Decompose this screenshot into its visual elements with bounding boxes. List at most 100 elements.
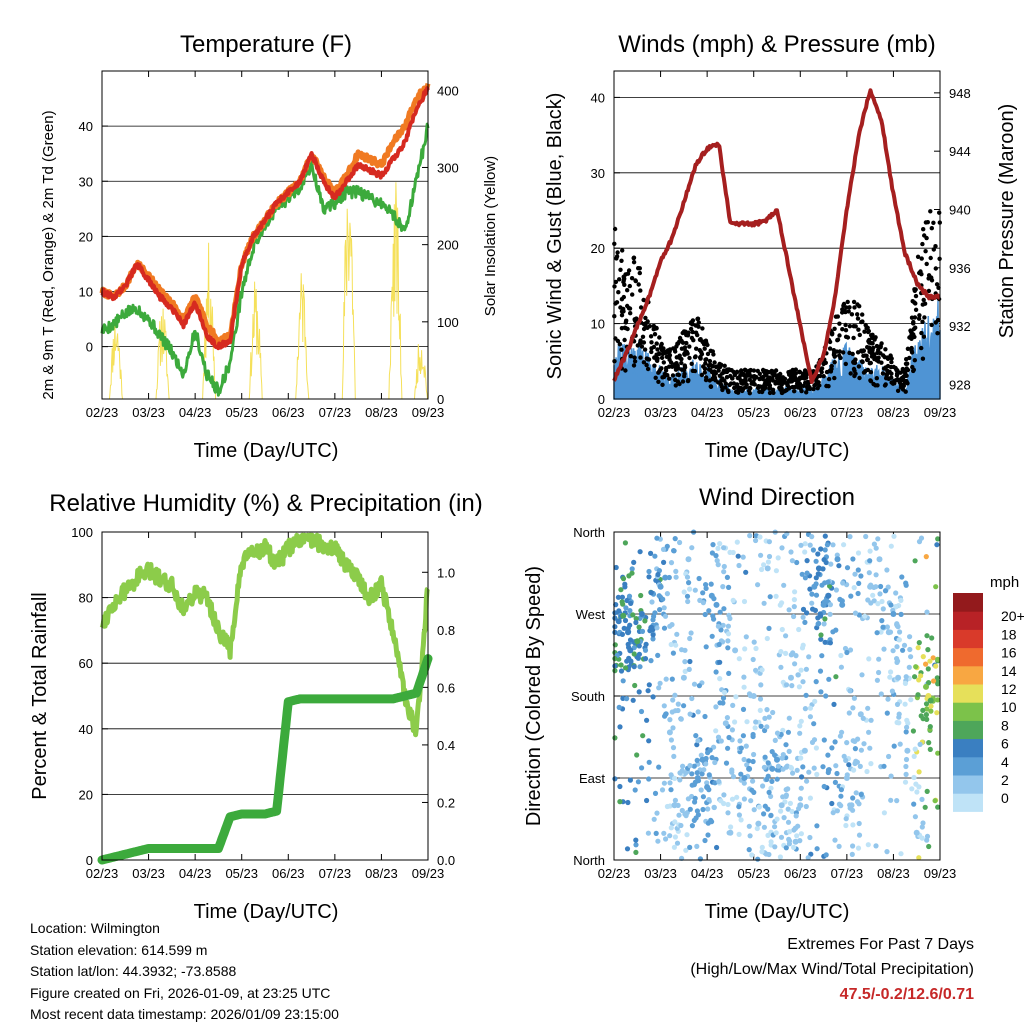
- direction-point: [668, 737, 675, 743]
- gust-point: [920, 356, 926, 361]
- temperature-rtick-label: 200: [437, 238, 459, 253]
- gust-point: [679, 360, 684, 366]
- direction-point: [867, 548, 873, 554]
- direction-point: [711, 616, 717, 622]
- winds-xtick-label: 04/23: [691, 405, 724, 420]
- direction-point: [793, 813, 799, 819]
- direction-point: [881, 810, 888, 816]
- direction-point: [684, 574, 691, 580]
- direction-point: [769, 765, 776, 772]
- direction-point: [884, 849, 890, 855]
- gust-point: [832, 360, 837, 365]
- gust-point: [767, 390, 773, 396]
- direction-point: [866, 729, 872, 735]
- direction-point: [656, 764, 662, 770]
- direction-point: [757, 707, 763, 714]
- gust-point: [870, 347, 875, 352]
- direction-point: [630, 612, 636, 618]
- direction-ytick-label: East: [579, 771, 605, 786]
- winds-xtick-label: 08/23: [877, 405, 910, 420]
- direction-point: [897, 629, 903, 635]
- direction-point: [867, 558, 873, 564]
- gust-point: [630, 292, 635, 297]
- gust-point: [824, 369, 830, 375]
- gust-point: [619, 313, 625, 318]
- direction-point: [804, 570, 810, 576]
- direction-point: [652, 790, 659, 797]
- gust-point: [792, 389, 797, 394]
- direction-point: [800, 614, 806, 620]
- direction-point: [654, 625, 660, 631]
- gust-point: [735, 375, 740, 381]
- winds-plot-frame: [613, 70, 941, 400]
- direction-point: [863, 533, 869, 540]
- gust-point: [804, 384, 810, 390]
- direction-point: [627, 608, 633, 614]
- direction-point: [746, 823, 752, 829]
- humidity-ytick-label: 60: [79, 656, 93, 671]
- direction-point: [846, 710, 852, 716]
- direction-point: [804, 610, 810, 616]
- direction-point: [726, 670, 732, 677]
- direction-point: [683, 847, 689, 853]
- gust-point: [873, 335, 878, 340]
- direction-point: [687, 844, 693, 851]
- gust-point: [786, 386, 792, 391]
- gust-point: [879, 360, 884, 365]
- gust-point: [730, 376, 735, 381]
- direction-point: [736, 812, 743, 818]
- gust-point: [675, 379, 681, 384]
- direction-point: [622, 540, 629, 546]
- temperature-rtick-label: 100: [437, 315, 459, 330]
- direction-point: [786, 829, 793, 835]
- direction-point: [887, 674, 893, 680]
- direction-point: [671, 753, 677, 760]
- direction-point: [926, 680, 932, 686]
- direction-point: [702, 713, 708, 720]
- direction-point: [686, 580, 692, 586]
- latlon-text: Station lat/lon: 44.3932; -73.8588: [30, 963, 237, 979]
- direction-point: [856, 832, 863, 838]
- direction-point: [873, 584, 879, 590]
- direction-point: [676, 812, 682, 818]
- direction-point: [670, 725, 676, 731]
- gust-point: [679, 367, 685, 372]
- direction-point: [687, 711, 693, 717]
- direction-point: [761, 824, 768, 830]
- direction-point: [740, 554, 746, 560]
- winds-ytick-label: 10: [591, 317, 605, 332]
- direction-point: [916, 677, 922, 683]
- direction-point: [635, 655, 642, 661]
- direction-point: [652, 553, 658, 559]
- precipitation-line: [97, 654, 433, 865]
- legend-label: 18: [1001, 626, 1017, 642]
- direction-point: [855, 590, 861, 597]
- direction-point: [813, 679, 819, 685]
- direction-point: [669, 676, 675, 682]
- direction-point: [743, 569, 749, 575]
- direction-point: [907, 634, 913, 640]
- gust-point: [851, 335, 856, 341]
- direction-point: [802, 619, 808, 626]
- winds-title: Winds (mph) & Pressure (mb): [618, 31, 935, 58]
- gust-point: [852, 305, 857, 310]
- legend-swatch: [953, 793, 983, 812]
- gust-point: [628, 311, 633, 316]
- direction-point: [924, 633, 930, 639]
- direction-point: [798, 718, 804, 724]
- temperature-xtick-label: 09/23: [412, 405, 445, 420]
- direction-point: [748, 798, 754, 804]
- direction-point: [703, 644, 709, 650]
- direction-point: [767, 594, 773, 600]
- gust-point: [931, 220, 936, 225]
- gust-point: [687, 344, 692, 349]
- direction-point: [815, 621, 821, 627]
- direction-point: [843, 757, 849, 764]
- direction-point: [925, 666, 931, 672]
- direction-point: [821, 783, 827, 790]
- gust-point: [832, 354, 837, 359]
- direction-point: [721, 689, 728, 696]
- direction-point: [875, 601, 881, 607]
- direction-point: [742, 646, 748, 652]
